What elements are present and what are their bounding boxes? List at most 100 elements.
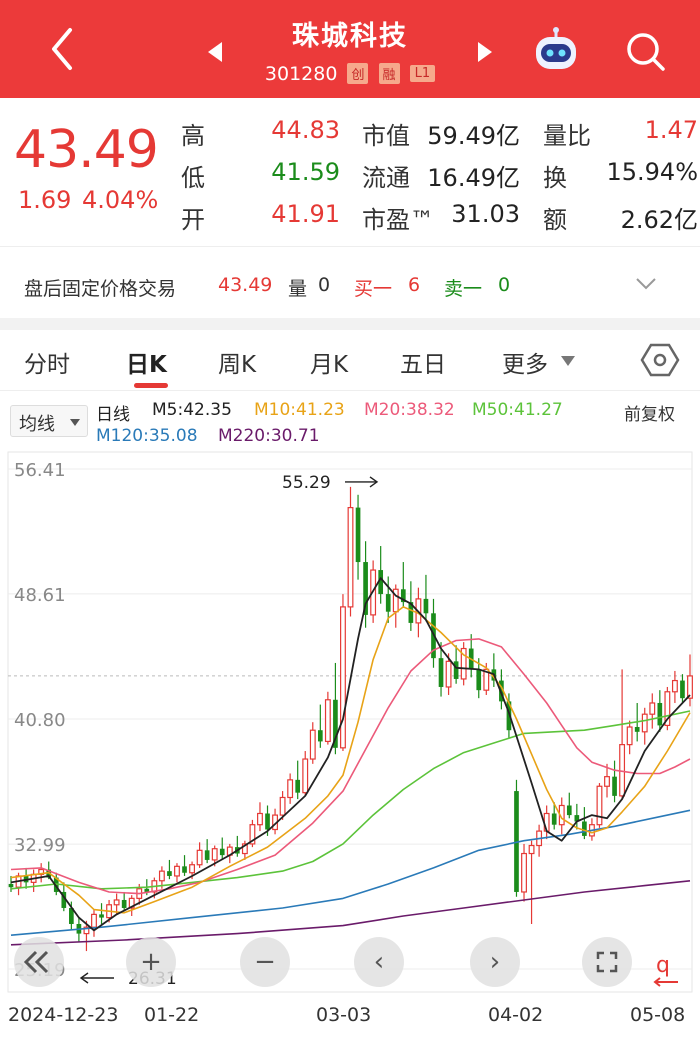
high-arrow-head	[369, 476, 379, 488]
quick-q-icon[interactable]: q	[652, 952, 682, 988]
ma-selector[interactable]: 均线	[10, 405, 88, 437]
app-header: 珠城科技 301280 创 融 L1	[0, 0, 700, 98]
caret-down-icon	[70, 419, 80, 426]
candle-body	[340, 606, 346, 749]
candle-body	[295, 779, 301, 793]
candle-body	[83, 926, 90, 935]
ah-sell-label: 卖一	[444, 278, 483, 300]
candle-body	[317, 730, 323, 742]
candle-body	[99, 914, 104, 918]
candle-body	[649, 702, 656, 715]
low-label: 低	[181, 164, 205, 192]
candle-body	[521, 852, 527, 893]
divider	[0, 390, 700, 391]
scroll-left-fast-icon[interactable]	[14, 937, 64, 987]
ma-line-m220	[10, 880, 691, 946]
zoom-in-button[interactable]: +	[126, 937, 176, 987]
y-axis-tick: 56.41	[14, 460, 66, 481]
candle-body	[265, 813, 270, 830]
ma220-label: M220:30.71	[218, 426, 320, 446]
candle-body	[355, 507, 361, 563]
divider	[0, 246, 700, 247]
fullscreen-icon[interactable]	[582, 937, 632, 987]
after-hours-price: 43.49	[218, 274, 273, 296]
volratio-label: 量比	[543, 122, 591, 150]
tab-weekly-k[interactable]: 周K	[218, 352, 257, 378]
candle-body	[182, 866, 187, 873]
y-axis-tick: 48.61	[14, 585, 66, 606]
candle-body	[596, 785, 603, 826]
ma20-label: M20:38.32	[364, 400, 455, 420]
date-label: 03-03	[316, 1004, 372, 1026]
section-separator	[0, 318, 700, 330]
candle-body	[91, 913, 97, 928]
candle-body	[204, 850, 210, 860]
y-axis-tick: 32.99	[14, 835, 66, 856]
candle-body	[287, 779, 294, 799]
ma10-label: M10:41.23	[254, 400, 345, 420]
active-tab-indicator	[134, 383, 168, 388]
price-change: 1.69	[18, 186, 72, 214]
candle-body	[408, 602, 414, 623]
candle-body	[249, 824, 256, 845]
next-button[interactable]: ›	[470, 937, 520, 987]
candle-body	[400, 589, 406, 603]
zoom-out-button[interactable]: −	[240, 937, 290, 987]
stock-name: 珠城科技	[292, 21, 408, 52]
tab-intraday[interactable]: 分时	[24, 352, 70, 378]
ma-line-m120	[10, 809, 691, 936]
candle-body	[158, 870, 165, 882]
candle-body	[460, 647, 467, 680]
back-icon[interactable]	[42, 24, 82, 74]
more-dropdown-icon[interactable]	[560, 352, 576, 366]
candle-body	[385, 594, 391, 612]
pe-value: 31.03	[451, 200, 520, 228]
mcap-label: 市值	[362, 122, 410, 150]
candle-body	[626, 726, 633, 746]
candle-body	[671, 679, 678, 693]
candle-body	[551, 813, 557, 825]
prev-button[interactable]: ‹	[354, 937, 404, 987]
ma50-label: M50:41.27	[472, 400, 563, 420]
candle-body	[309, 729, 316, 760]
candle-body	[664, 691, 671, 727]
candle-body	[61, 891, 67, 908]
open-value: 41.91	[271, 200, 340, 228]
candle-body	[641, 713, 648, 733]
prev-stock-icon[interactable]	[206, 40, 224, 64]
candle-body	[438, 658, 444, 687]
candle-body	[167, 871, 172, 876]
float-value: 16.49亿	[427, 164, 520, 192]
candle-body	[476, 669, 482, 691]
low-value: 41.59	[271, 158, 340, 186]
settings-hexagon-icon[interactable]	[640, 340, 680, 380]
ah-sell-value: 0	[498, 274, 511, 296]
robot-assistant-icon[interactable]	[530, 26, 582, 78]
candle-body	[574, 815, 580, 822]
tab-monthly-k[interactable]: 月K	[310, 352, 349, 378]
volratio-value: 1.47	[644, 116, 698, 144]
candle-body	[445, 660, 452, 688]
candle-body	[174, 865, 180, 877]
y-axis-tick: 40.80	[14, 710, 66, 731]
ma-selector-label: 均线	[19, 414, 55, 435]
turnover-value: 15.94%	[606, 158, 698, 186]
l1-badge: L1	[409, 65, 436, 82]
candle-body	[657, 702, 663, 726]
tab-daily-k[interactable]: 日K	[126, 352, 167, 378]
candle-body	[333, 699, 338, 748]
candle-body	[347, 506, 354, 608]
adjust-mode[interactable]: 前复权	[624, 405, 675, 425]
expand-chevron-icon[interactable]	[634, 276, 658, 292]
candle-body	[69, 907, 74, 924]
search-icon[interactable]	[624, 30, 668, 74]
tab-more[interactable]: 更多	[502, 352, 548, 378]
candle-body	[196, 849, 203, 866]
ah-vol-label: 量	[288, 278, 308, 300]
next-stock-icon[interactable]	[476, 40, 494, 64]
candle-body	[453, 661, 459, 679]
float-label: 流通	[362, 164, 410, 192]
tab-five-day[interactable]: 五日	[400, 352, 446, 378]
candle-body	[121, 899, 127, 908]
